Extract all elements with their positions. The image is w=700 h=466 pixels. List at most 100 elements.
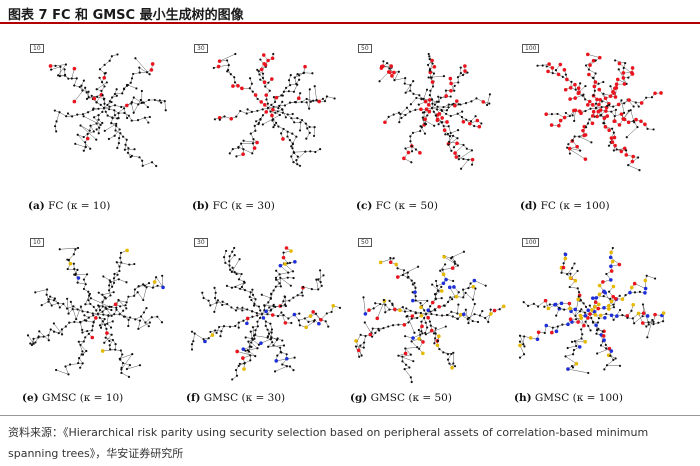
selected-asset-node xyxy=(259,67,264,72)
asset-node xyxy=(410,380,413,384)
tree-edge xyxy=(404,368,412,378)
selected-asset-node xyxy=(597,283,602,288)
asset-node xyxy=(434,279,438,283)
tree-edge xyxy=(411,341,418,348)
tree-edge xyxy=(279,272,289,275)
asset-node xyxy=(608,103,611,107)
tree-edge xyxy=(138,322,150,330)
asset-node xyxy=(125,367,129,371)
asset-node xyxy=(584,64,588,67)
asset-node xyxy=(259,78,262,81)
tree-edge xyxy=(122,362,131,366)
selected-asset-node xyxy=(304,325,308,330)
asset-node xyxy=(250,82,253,85)
asset-node xyxy=(411,291,414,294)
asset-node xyxy=(98,316,101,319)
selected-asset-node xyxy=(612,119,617,123)
selected-asset-node xyxy=(363,312,368,316)
caption-letter: (g) xyxy=(350,392,368,404)
tree-edge xyxy=(114,108,125,116)
asset-node xyxy=(216,299,220,302)
asset-node xyxy=(453,260,456,263)
tree-edge xyxy=(474,280,486,286)
asset-node xyxy=(190,330,194,333)
asset-node xyxy=(554,69,558,72)
asset-node xyxy=(91,108,95,111)
asset-node xyxy=(409,353,412,356)
asset-node xyxy=(291,270,295,273)
asset-node xyxy=(442,124,445,128)
tree-edge xyxy=(306,132,310,139)
tree-edge xyxy=(281,312,286,323)
asset-node xyxy=(270,328,274,331)
selected-asset-node xyxy=(576,86,581,91)
asset-node xyxy=(409,135,412,138)
asset-node xyxy=(453,262,457,265)
tree-edge xyxy=(77,282,86,285)
asset-node xyxy=(279,346,282,349)
asset-node xyxy=(273,100,277,104)
asset-node xyxy=(323,100,327,103)
tree-edge xyxy=(75,306,82,320)
asset-node xyxy=(92,314,95,317)
asset-node xyxy=(118,128,121,131)
asset-node xyxy=(264,320,267,323)
asset-node xyxy=(272,118,275,121)
asset-node xyxy=(433,342,436,345)
selected-asset-node xyxy=(48,64,53,68)
selected-asset-node xyxy=(550,66,555,70)
asset-node xyxy=(645,96,648,99)
asset-node xyxy=(106,114,109,117)
selected-asset-node xyxy=(597,87,602,92)
selected-asset-node xyxy=(561,265,566,270)
asset-node xyxy=(470,100,473,103)
tree-nodes xyxy=(354,250,506,384)
asset-node xyxy=(433,293,437,296)
asset-node xyxy=(312,134,316,138)
asset-node xyxy=(243,289,247,292)
asset-node xyxy=(107,137,111,141)
asset-node xyxy=(228,264,231,267)
selected-asset-node xyxy=(100,349,105,353)
selected-asset-node xyxy=(308,314,313,318)
asset-node xyxy=(545,65,548,68)
selected-asset-node xyxy=(547,62,551,66)
asset-node xyxy=(287,271,290,274)
asset-node xyxy=(214,291,217,294)
tree-edge xyxy=(621,100,625,113)
asset-node xyxy=(146,105,149,109)
asset-node xyxy=(452,146,456,149)
asset-node xyxy=(571,267,574,270)
asset-node xyxy=(108,348,112,351)
selected-asset-node xyxy=(383,120,387,125)
asset-node xyxy=(250,298,253,302)
tree-edge xyxy=(363,297,366,314)
tree-nodes xyxy=(26,246,165,378)
asset-node xyxy=(110,314,113,317)
asset-node xyxy=(281,100,284,103)
asset-node xyxy=(240,272,243,276)
asset-node xyxy=(548,303,551,306)
asset-node xyxy=(434,337,437,340)
asset-node xyxy=(84,141,87,144)
asset-node xyxy=(480,122,483,125)
asset-node xyxy=(233,76,236,79)
selected-asset-node xyxy=(453,151,457,155)
asset-node xyxy=(645,274,648,277)
selected-asset-node xyxy=(311,310,315,314)
panel-caption: (e) GMSC (κ = 10) xyxy=(22,392,123,404)
asset-node xyxy=(258,73,261,76)
asset-node xyxy=(126,116,129,120)
tree-edge xyxy=(140,316,146,323)
asset-node xyxy=(238,362,241,365)
asset-node xyxy=(97,107,100,110)
asset-node xyxy=(447,125,450,128)
asset-node xyxy=(551,326,554,329)
asset-node xyxy=(413,331,416,334)
asset-node xyxy=(445,109,449,112)
asset-node xyxy=(456,137,459,140)
asset-node xyxy=(562,262,565,265)
asset-node xyxy=(222,256,226,259)
selected-asset-node xyxy=(297,96,301,101)
asset-node xyxy=(270,336,273,339)
